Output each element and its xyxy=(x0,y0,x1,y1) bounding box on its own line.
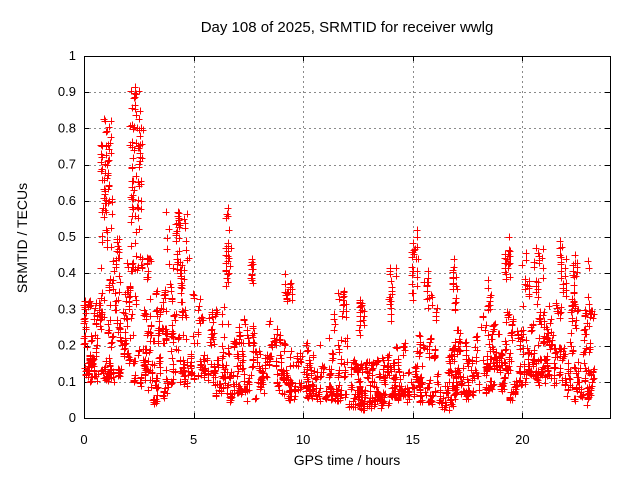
axis-tick-labels: 00.10.20.30.40.50.60.70.80.910 5 10 15 20 xyxy=(58,48,530,447)
x-tick-label: 10 xyxy=(296,432,310,447)
scatter-points xyxy=(80,83,598,414)
x-axis-label: GPS time / hours xyxy=(293,452,401,468)
y-tick-label: 0.9 xyxy=(58,84,76,99)
chart-title: Day 108 of 2025, SRMTID for receiver wwl… xyxy=(200,19,494,36)
x-tick-label: 5 xyxy=(190,432,197,447)
plot-border xyxy=(84,56,611,419)
y-tick-label: 0.4 xyxy=(58,265,76,280)
x-tick-label: 0 xyxy=(80,432,87,447)
y-tick-label: 0 xyxy=(69,410,76,425)
data-point-markers xyxy=(80,83,598,414)
y-tick-label: 0.5 xyxy=(58,229,76,244)
x-tick-label: 20 xyxy=(515,432,529,447)
y-tick-label: 0.6 xyxy=(58,193,76,208)
y-axis-label: SRMTID / TECUs xyxy=(14,182,30,294)
x-tick-label: 15 xyxy=(406,432,420,447)
y-tick-label: 0.2 xyxy=(58,338,76,353)
y-tick-label: 0.1 xyxy=(58,374,76,389)
y-tick-label: 1 xyxy=(69,48,76,63)
y-tick-label: 0.8 xyxy=(58,120,76,135)
y-tick-label: 0.7 xyxy=(58,157,76,172)
y-tick-label: 0.3 xyxy=(58,301,76,316)
